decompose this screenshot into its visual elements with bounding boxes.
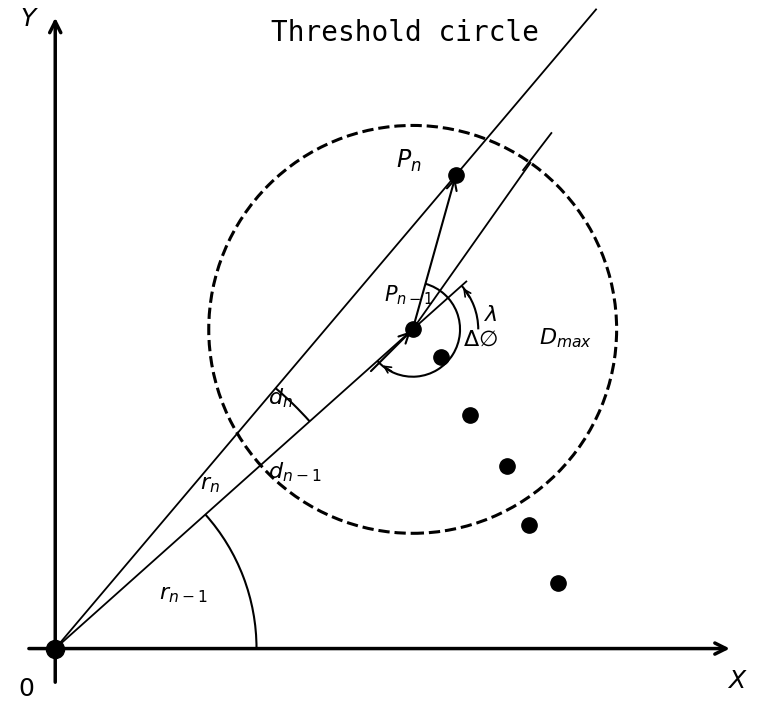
Text: 0: 0 — [18, 677, 34, 700]
Text: Y: Y — [20, 6, 35, 31]
Text: $P_n$: $P_n$ — [396, 148, 421, 174]
Text: $D_{max}$: $D_{max}$ — [539, 326, 592, 350]
Text: $P_{n-1}$: $P_{n-1}$ — [385, 284, 434, 307]
Text: $\Delta\emptyset$: $\Delta\emptyset$ — [463, 330, 498, 350]
Text: $d_n$: $d_n$ — [268, 386, 293, 410]
Text: $r_{n-1}$: $r_{n-1}$ — [159, 585, 208, 605]
Text: X: X — [728, 669, 745, 693]
Text: $r_n$: $r_n$ — [200, 476, 220, 496]
Text: $\lambda$: $\lambda$ — [484, 305, 498, 326]
Text: $d_{n-1}$: $d_{n-1}$ — [268, 460, 322, 483]
Text: Threshold circle: Threshold circle — [271, 19, 538, 47]
